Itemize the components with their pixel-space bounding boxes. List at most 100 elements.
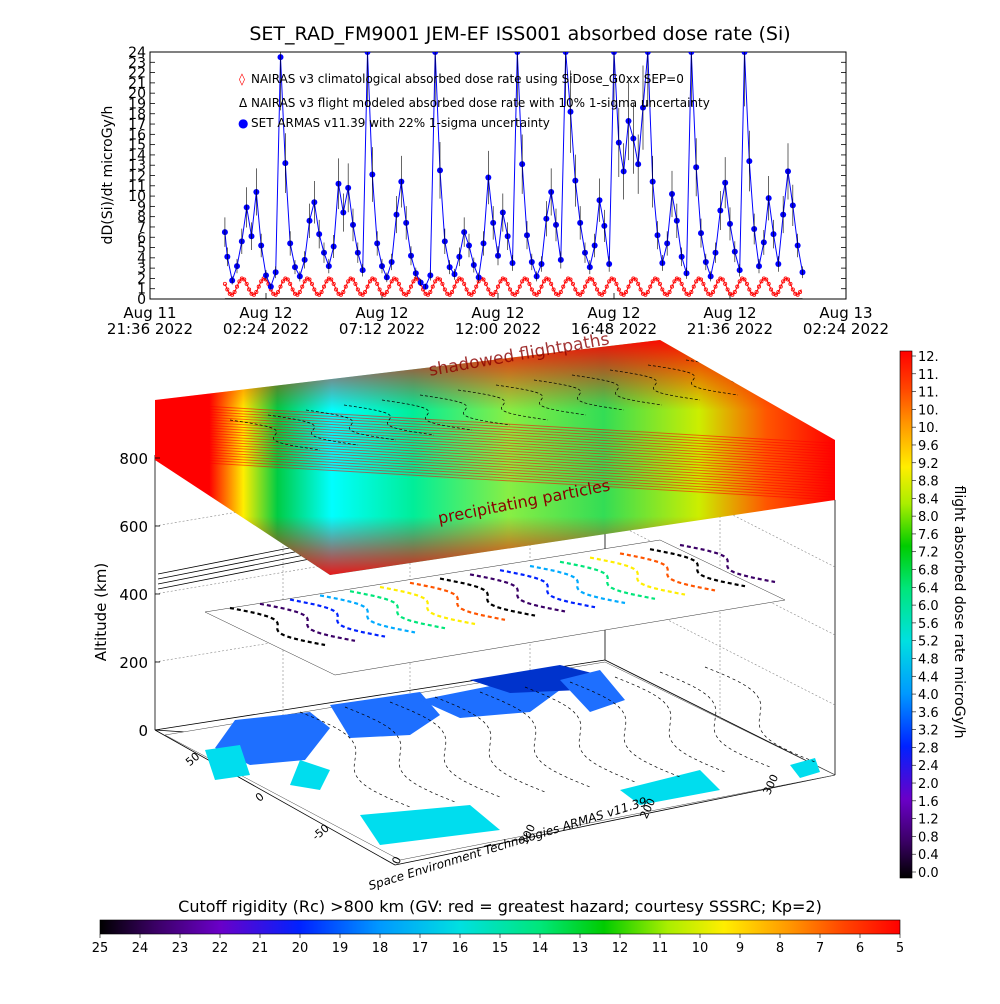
climatological-point bbox=[670, 284, 675, 289]
z-axis-label: Altitude (km) bbox=[92, 563, 110, 661]
climatological-point bbox=[645, 289, 650, 294]
colorbar-right-tick-label: 4.0 bbox=[918, 688, 939, 703]
climatological-point bbox=[375, 281, 380, 286]
rigidity-stripe bbox=[155, 416, 835, 458]
climatological-point bbox=[474, 284, 479, 289]
lon-tick-label: 0 bbox=[389, 855, 404, 867]
colorbar-right-tick-label: 10. bbox=[918, 421, 939, 436]
climatological-point bbox=[703, 287, 708, 292]
y-tick-label: 2 bbox=[137, 271, 146, 287]
colorbar-right-tick-label: 4.8 bbox=[918, 652, 939, 667]
climatological-point bbox=[769, 287, 774, 292]
chart-title: SET_RAD_FM9001 JEM-EF ISS001 absorbed do… bbox=[249, 23, 790, 45]
climatological-point bbox=[234, 284, 239, 289]
x-tick-label-time: 16:48 2022 bbox=[571, 320, 657, 338]
colorbar-right-tick-label: 4.4 bbox=[918, 670, 939, 685]
climatological-point bbox=[730, 292, 735, 297]
y-tick-label: 11 bbox=[128, 179, 146, 195]
ground-track bbox=[524, 686, 636, 783]
ribbon-track bbox=[439, 577, 536, 617]
colorbar-bottom-tick-label: 22 bbox=[212, 941, 229, 956]
climatological-point bbox=[725, 287, 730, 292]
rigidity-stripe bbox=[155, 432, 835, 474]
ground-track bbox=[479, 691, 591, 788]
colorbar-right-tick-label: 3.2 bbox=[918, 724, 939, 739]
climatological-point bbox=[251, 292, 256, 297]
climatological-point bbox=[317, 292, 322, 297]
colorbar-right-tick-label: 2.4 bbox=[918, 759, 939, 774]
climatological-point bbox=[517, 284, 522, 289]
colorbar-right bbox=[899, 350, 913, 879]
climatological-point bbox=[346, 279, 351, 284]
climatological-point bbox=[790, 287, 795, 292]
x-tick-label-time: 07:12 2022 bbox=[339, 320, 425, 338]
colorbar-right-ticks: 12. 11. 11. 10. 10. 9.6 9.2 8.8 8.4 8.0 7.6 7.2 6.8 6… bbox=[912, 350, 939, 881]
top-track bbox=[609, 369, 701, 401]
climatological-point bbox=[406, 289, 411, 294]
climatological-point bbox=[396, 281, 401, 286]
climatological-point bbox=[720, 277, 725, 282]
climatological-point bbox=[558, 289, 563, 294]
climatological-point bbox=[471, 289, 476, 294]
rigidity-stripe bbox=[155, 424, 835, 466]
ribbon-track bbox=[469, 573, 566, 613]
climatological-point bbox=[411, 279, 416, 284]
climatological-point bbox=[537, 289, 542, 294]
climatological-point bbox=[525, 277, 530, 282]
y-tick-label: 23 bbox=[128, 55, 146, 71]
z-axis-ticks: 0 200 400 600 800 bbox=[119, 450, 160, 740]
climatological-point bbox=[781, 279, 786, 284]
y-axis-label: dD(Si)/dt microGy/h bbox=[100, 106, 116, 245]
colorbar-right-tick-label: 11. bbox=[918, 368, 939, 383]
climatological-point bbox=[551, 287, 556, 292]
colorbar-bottom-label: Cutoff rigidity (Rc) >800 km (GV: red = … bbox=[178, 897, 822, 916]
legend-symbol-climatological: ◊ bbox=[239, 72, 245, 86]
climatological-point bbox=[493, 289, 498, 294]
climatological-point bbox=[295, 292, 300, 297]
rigidity-stripe bbox=[155, 459, 835, 501]
colorbar-right-tick-label: 2.0 bbox=[918, 777, 939, 792]
top-track bbox=[495, 384, 587, 416]
climatological-point bbox=[742, 277, 747, 282]
climatological-point bbox=[549, 281, 554, 286]
climatological-point bbox=[539, 284, 544, 289]
colorbar-right-tick-label: 9.2 bbox=[918, 457, 939, 472]
climatological-point bbox=[259, 279, 264, 284]
colorbar-right-tick-label: 6.0 bbox=[918, 599, 939, 614]
climatological-point bbox=[483, 281, 488, 286]
climatological-point bbox=[795, 292, 800, 297]
climatological-point bbox=[377, 287, 382, 292]
ribbon-track bbox=[619, 552, 716, 592]
ribbon-track bbox=[499, 569, 596, 609]
colorbar-bottom-tick-label: 13 bbox=[572, 941, 589, 956]
lat-tick-label: -50 bbox=[310, 822, 332, 844]
x-tick-label-time: 12:00 2022 bbox=[455, 320, 541, 338]
colorbar-right-tick-label: 8.4 bbox=[918, 492, 939, 507]
y-tick-label: 20 bbox=[128, 86, 146, 102]
climatological-point bbox=[321, 284, 326, 289]
climatological-point bbox=[367, 279, 372, 284]
y-tick-label: 22 bbox=[128, 66, 146, 82]
y-tick-label: 3 bbox=[137, 261, 146, 277]
climatological-point bbox=[290, 287, 295, 292]
top-track bbox=[647, 364, 739, 396]
rigidity-stripe bbox=[155, 451, 835, 493]
colorbar-bottom-tick-label: 24 bbox=[132, 941, 149, 956]
climatological-point bbox=[585, 279, 590, 284]
climatological-point bbox=[312, 287, 317, 292]
z-tick-label: 800 bbox=[119, 450, 148, 468]
climatological-point bbox=[556, 292, 561, 297]
x-tick-label-date: Aug 12 bbox=[587, 304, 640, 322]
ribbon-track bbox=[289, 598, 386, 638]
climatological-point bbox=[694, 279, 699, 284]
climatological-point bbox=[754, 289, 759, 294]
colorbar-right-tick-label: 6.8 bbox=[918, 564, 939, 579]
climatological-point bbox=[302, 279, 307, 284]
climatological-point bbox=[621, 292, 626, 297]
colorbar-bottom-tick-label: 11 bbox=[652, 941, 669, 956]
climatological-point bbox=[686, 292, 691, 297]
colorbar-right-tick-label: 8.8 bbox=[918, 475, 939, 490]
climatological-point bbox=[546, 277, 551, 282]
y-tick-label: 1 bbox=[137, 282, 146, 298]
